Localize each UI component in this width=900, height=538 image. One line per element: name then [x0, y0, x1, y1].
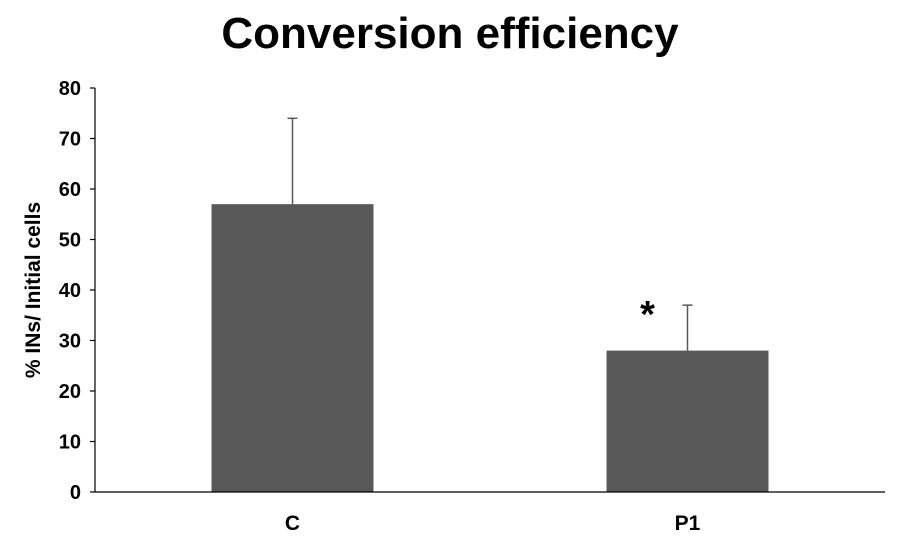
y-tick-label: 70: [59, 129, 81, 151]
x-category-label: P1: [675, 512, 701, 535]
chart-title: Conversion efficiency: [221, 9, 679, 58]
y-tick-label: 80: [59, 78, 81, 100]
significance-marker: *: [640, 294, 655, 336]
y-tick-label: 40: [59, 280, 81, 302]
plot-area: 0 10 20 30 40 50 60 70 80 C * P1: [59, 78, 885, 535]
y-tick-label: 60: [59, 179, 81, 201]
y-tick-label: 0: [70, 482, 81, 504]
y-axis-title: % INs/ Initial cells: [22, 202, 45, 378]
y-tick-label: 10: [59, 432, 81, 454]
bar: [211, 204, 374, 492]
bar: [606, 350, 769, 492]
y-tick-label: 50: [59, 230, 81, 252]
y-tick-label: 30: [59, 331, 81, 353]
x-category-label: C: [285, 512, 300, 535]
y-tick-label: 20: [59, 381, 81, 403]
